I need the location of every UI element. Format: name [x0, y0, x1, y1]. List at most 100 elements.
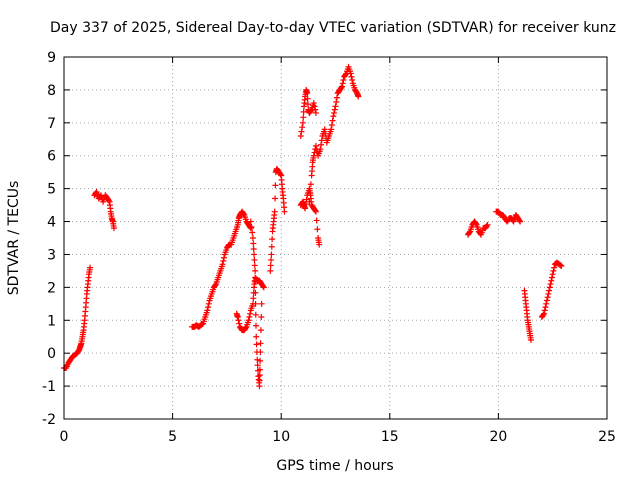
data-point [256, 377, 263, 384]
data-point [236, 320, 243, 327]
data-point [257, 340, 264, 347]
y-tick-label: -1 [42, 379, 56, 395]
data-point [219, 261, 226, 268]
data-point [204, 307, 211, 314]
data-point [483, 222, 490, 229]
axis-ticks: -2 -1 0 1 2 3 4 5 6 7 8 9 0 5 10 15 20 25 [42, 50, 616, 445]
y-tick-label: 6 [47, 149, 56, 165]
data-point [245, 317, 252, 324]
data-point [87, 264, 94, 271]
data-point [545, 290, 552, 297]
data-point [250, 245, 257, 252]
data-point [338, 84, 345, 91]
data-point [302, 205, 309, 212]
data-point [329, 117, 336, 124]
data-point [312, 142, 319, 149]
chart-title: Day 337 of 2025, Sidereal Day-to-day VTE… [50, 20, 616, 36]
data-point [205, 300, 212, 307]
data-point [342, 71, 349, 78]
y-axis-label: SDTVAR / TECUs [6, 181, 22, 296]
data-point [252, 278, 259, 285]
data-point [205, 304, 212, 311]
data-point [272, 195, 279, 202]
data-point [299, 119, 306, 126]
data-point [304, 101, 311, 108]
data-point [541, 307, 548, 314]
data-point [312, 106, 319, 113]
data-point [268, 243, 275, 250]
data-point [246, 313, 253, 320]
data-point [105, 197, 112, 204]
data-point [251, 262, 258, 269]
y-tick-label: 7 [47, 116, 56, 132]
data-point [355, 93, 362, 100]
data-point [550, 267, 557, 274]
data-point [256, 372, 263, 379]
data-point [548, 277, 555, 284]
data-point [317, 146, 324, 153]
y-tick-label: 9 [47, 50, 56, 66]
data-point [304, 90, 311, 97]
data-point [472, 220, 479, 227]
data-point [252, 267, 259, 274]
data-point [333, 98, 340, 105]
data-point [267, 267, 274, 274]
data-point [339, 83, 346, 90]
data-point [248, 224, 255, 231]
data-point [312, 207, 319, 214]
data-point [551, 264, 558, 271]
data-point [316, 241, 323, 248]
data-point [546, 284, 553, 291]
data-point [332, 103, 339, 110]
data-point [516, 217, 523, 224]
data-point [547, 281, 554, 288]
data-point [251, 251, 258, 258]
y-tick-label: 1 [47, 313, 56, 329]
y-tick-label: -2 [42, 412, 56, 428]
data-point [269, 236, 276, 243]
data-point [247, 218, 254, 225]
data-point [312, 109, 319, 116]
x-tick-label: 25 [598, 429, 616, 445]
data-point [297, 132, 304, 139]
data-point [331, 106, 338, 113]
data-point [546, 287, 553, 294]
data-point [517, 218, 524, 225]
data-point [300, 114, 307, 121]
data-point [484, 221, 491, 228]
data-point [250, 240, 257, 247]
data-point [268, 251, 275, 258]
data-point [256, 383, 263, 390]
data-point [258, 313, 265, 320]
x-axis-label: GPS time / hours [276, 458, 393, 474]
y-tick-label: 8 [47, 83, 56, 99]
data-point [220, 258, 227, 265]
data-point [260, 283, 267, 290]
data-point [307, 107, 314, 114]
data-point [242, 324, 249, 331]
data-point [257, 357, 264, 364]
x-tick-label: 15 [381, 429, 399, 445]
data-point [558, 262, 565, 269]
data-point [331, 109, 338, 116]
data-point [110, 225, 117, 232]
data-point [221, 254, 228, 261]
data-point [256, 366, 263, 373]
data-point [328, 122, 335, 129]
data-point [254, 356, 261, 363]
data-point [312, 208, 319, 215]
data-point [251, 256, 258, 263]
x-tick-label: 20 [489, 429, 507, 445]
data-point [339, 80, 346, 87]
data-point [298, 128, 305, 135]
y-tick-label: 4 [47, 215, 56, 231]
data-point [257, 349, 264, 356]
data-point [234, 313, 241, 320]
data-point [235, 317, 242, 324]
data-point [543, 300, 550, 307]
data-point [349, 77, 356, 84]
data-point [268, 256, 275, 263]
y-tick-label: 5 [47, 182, 56, 198]
data-point [258, 300, 265, 307]
